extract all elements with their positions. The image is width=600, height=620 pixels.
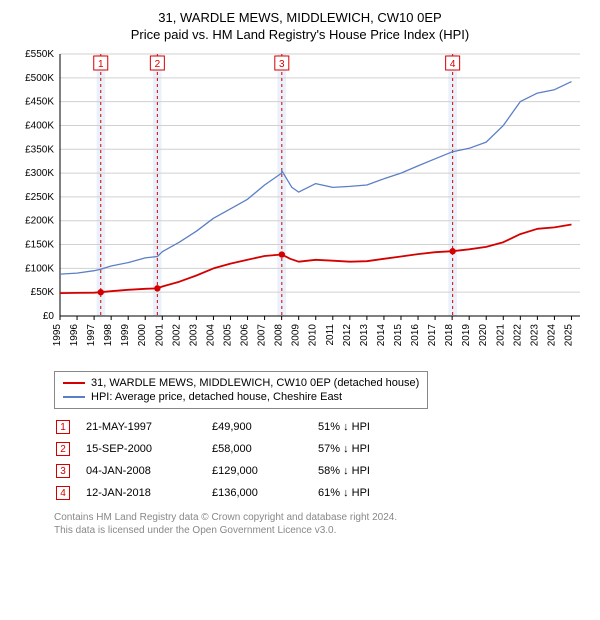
svg-text:2002: 2002 (171, 324, 182, 347)
svg-text:£0: £0 (43, 311, 55, 322)
footer-line2: This data is licensed under the Open Gov… (54, 524, 588, 537)
svg-text:2011: 2011 (325, 324, 336, 346)
svg-text:2012: 2012 (342, 324, 353, 347)
svg-text:£500K: £500K (25, 73, 54, 84)
legend-swatch (63, 382, 85, 384)
svg-text:2020: 2020 (478, 324, 489, 347)
sale-row: 1 21-MAY-1997£49,90051% ↓ HPI (56, 417, 384, 437)
svg-text:2014: 2014 (376, 324, 387, 347)
chart-title: 31, WARDLE MEWS, MIDDLEWICH, CW10 0EP (12, 10, 588, 25)
svg-text:2007: 2007 (257, 324, 268, 347)
svg-text:2019: 2019 (461, 324, 472, 347)
legend-box: 31, WARDLE MEWS, MIDDLEWICH, CW10 0EP (d… (54, 371, 428, 409)
legend-label: 31, WARDLE MEWS, MIDDLEWICH, CW10 0EP (d… (91, 377, 419, 389)
svg-text:2023: 2023 (529, 324, 540, 347)
legend-swatch (63, 396, 85, 398)
line-chart-svg: £0 £50K £100K £150K £200K £250K £300K £350K £400… (12, 48, 588, 358)
svg-text:£350K: £350K (25, 144, 54, 155)
sale-price: £136,000 (212, 483, 316, 503)
sale-date: 04-JAN-2008 (86, 461, 210, 481)
sale-marker-icon: 2 (56, 442, 70, 456)
svg-text:£150K: £150K (25, 240, 54, 251)
sale-price: £58,000 (212, 439, 316, 459)
svg-text:£50K: £50K (31, 287, 55, 298)
svg-text:2006: 2006 (240, 324, 251, 347)
sale-vs-hpi: 61% ↓ HPI (318, 483, 384, 503)
sale-date: 15-SEP-2000 (86, 439, 210, 459)
sale-row: 2 15-SEP-2000£58,00057% ↓ HPI (56, 439, 384, 459)
svg-text:£100K: £100K (25, 263, 54, 274)
svg-text:1998: 1998 (103, 324, 114, 347)
legend-label: HPI: Average price, detached house, Ches… (91, 391, 342, 403)
svg-text:2010: 2010 (308, 324, 319, 347)
sale-vs-hpi: 51% ↓ HPI (318, 417, 384, 437)
svg-text:2022: 2022 (512, 324, 523, 347)
svg-text:2025: 2025 (563, 324, 574, 347)
svg-text:£300K: £300K (25, 168, 54, 179)
svg-text:3: 3 (279, 59, 285, 70)
svg-text:2008: 2008 (274, 324, 285, 347)
svg-text:£450K: £450K (25, 97, 54, 108)
svg-text:2018: 2018 (444, 324, 455, 347)
svg-text:2015: 2015 (393, 324, 404, 347)
svg-text:2003: 2003 (188, 324, 199, 347)
svg-text:£200K: £200K (25, 216, 54, 227)
svg-text:£400K: £400K (25, 120, 54, 131)
sale-vs-hpi: 58% ↓ HPI (318, 461, 384, 481)
svg-text:2016: 2016 (410, 324, 421, 347)
chart-subtitle: Price paid vs. HM Land Registry's House … (12, 27, 588, 42)
svg-text:2009: 2009 (291, 324, 302, 347)
sale-price: £49,900 (212, 417, 316, 437)
sale-price: £129,000 (212, 461, 316, 481)
svg-text:1995: 1995 (52, 324, 63, 347)
legend-item: 31, WARDLE MEWS, MIDDLEWICH, CW10 0EP (d… (63, 376, 419, 390)
svg-text:2013: 2013 (359, 324, 370, 347)
svg-text:1: 1 (98, 59, 104, 70)
sale-marker-icon: 3 (56, 464, 70, 478)
svg-text:2001: 2001 (154, 324, 165, 347)
svg-text:2000: 2000 (137, 324, 148, 347)
svg-text:2024: 2024 (546, 324, 557, 347)
svg-text:1999: 1999 (120, 324, 131, 347)
svg-text:2021: 2021 (495, 324, 506, 347)
sale-date: 21-MAY-1997 (86, 417, 210, 437)
svg-text:1997: 1997 (86, 324, 97, 347)
svg-text:2005: 2005 (222, 324, 233, 347)
chart-container: 31, WARDLE MEWS, MIDDLEWICH, CW10 0EP Pr… (0, 0, 600, 545)
footer-line1: Contains HM Land Registry data © Crown c… (54, 511, 588, 524)
svg-text:£550K: £550K (25, 49, 54, 60)
sales-table: 1 21-MAY-1997£49,90051% ↓ HPI 2 15-SEP-2000… (54, 415, 386, 505)
sale-marker-icon: 1 (56, 420, 70, 434)
legend-item: HPI: Average price, detached house, Ches… (63, 390, 419, 404)
sale-vs-hpi: 57% ↓ HPI (318, 439, 384, 459)
svg-text:2004: 2004 (205, 324, 216, 347)
svg-text:2: 2 (155, 59, 161, 70)
chart-plot: £0 £50K £100K £150K £200K £250K £300K £350K £400… (12, 48, 588, 363)
attribution-footer: Contains HM Land Registry data © Crown c… (54, 511, 588, 537)
sale-date: 12-JAN-2018 (86, 483, 210, 503)
svg-text:4: 4 (450, 59, 456, 70)
svg-text:1996: 1996 (69, 324, 80, 347)
sale-row: 4 12-JAN-2018£136,00061% ↓ HPI (56, 483, 384, 503)
sale-marker-icon: 4 (56, 486, 70, 500)
sale-row: 3 04-JAN-2008£129,00058% ↓ HPI (56, 461, 384, 481)
svg-text:£250K: £250K (25, 192, 54, 203)
svg-text:2017: 2017 (427, 324, 438, 347)
